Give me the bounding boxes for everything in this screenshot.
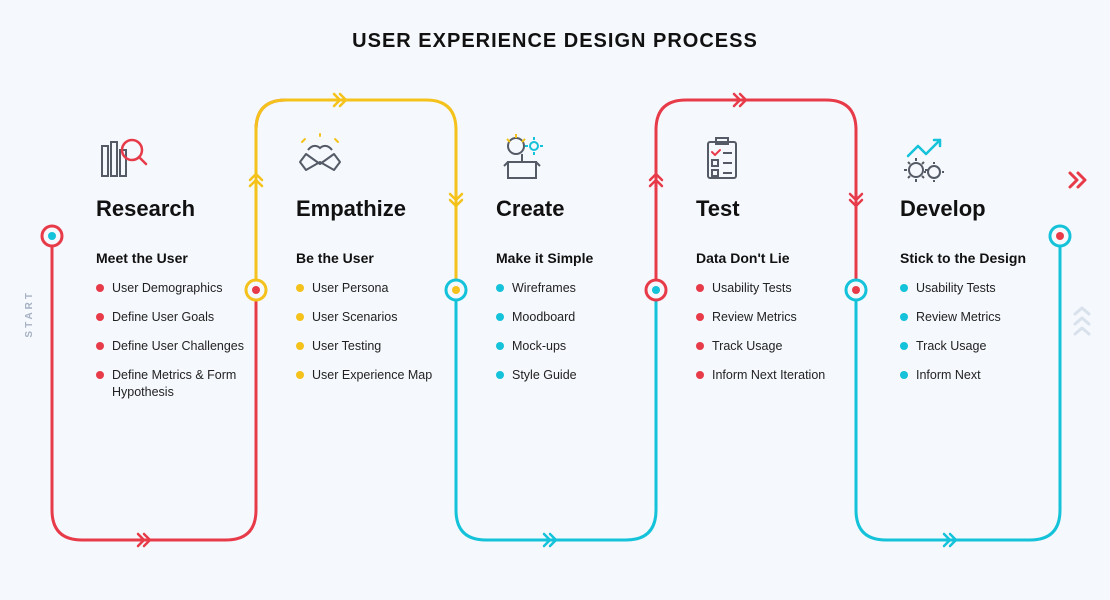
stage-item: Define User Goals	[96, 309, 266, 326]
stage-subheading: Make it Simple	[496, 250, 666, 266]
stage-item: Review Metrics	[696, 309, 866, 326]
stage-heading: Test	[696, 196, 866, 222]
stage-item-list: Usability Tests Review Metrics Track Usage…	[900, 280, 1070, 384]
stage-item: Inform Next	[900, 367, 1070, 384]
stage-test: Test Data Don't Lie Usability Tests Review …	[696, 128, 866, 396]
stage-heading: Develop	[900, 196, 1070, 222]
stage-item: Define Metrics & Form Hypothesis	[96, 367, 266, 401]
stage-item: Track Usage	[696, 338, 866, 355]
stage-item: User Persona	[296, 280, 466, 297]
stage-item: Style Guide	[496, 367, 666, 384]
stage-item: User Testing	[296, 338, 466, 355]
create-icon	[496, 128, 666, 184]
stage-item: Track Usage	[900, 338, 1070, 355]
develop-icon	[900, 128, 1070, 184]
stage-item-list: Wireframes Moodboard Mock-ups Style Guide	[496, 280, 666, 384]
stage-create: Create Make it Simple Wireframes Moodboard M…	[496, 128, 666, 396]
stage-item-list: Usability Tests Review Metrics Track Usage…	[696, 280, 866, 384]
stage-subheading: Stick to the Design	[900, 250, 1070, 266]
empathize-icon	[296, 128, 466, 184]
stage-item-list: User Demographics Define User Goals Define…	[96, 280, 266, 400]
stage-item: Wireframes	[496, 280, 666, 297]
stage-subheading: Meet the User	[96, 250, 266, 266]
stage-item: Usability Tests	[696, 280, 866, 297]
stage-item: User Experience Map	[296, 367, 466, 384]
stage-item: User Scenarios	[296, 309, 466, 326]
stage-heading: Empathize	[296, 196, 466, 222]
stage-item: Usability Tests	[900, 280, 1070, 297]
stage-item: Mock-ups	[496, 338, 666, 355]
stage-heading: Create	[496, 196, 666, 222]
stage-subheading: Data Don't Lie	[696, 250, 866, 266]
research-icon	[96, 128, 266, 184]
test-icon	[696, 128, 866, 184]
stage-item: User Demographics	[96, 280, 266, 297]
stage-item-list: User Persona User Scenarios User Testing Us…	[296, 280, 466, 384]
stage-subheading: Be the User	[296, 250, 466, 266]
stage-heading: Research	[96, 196, 266, 222]
stage-item: Inform Next Iteration	[696, 367, 866, 384]
stage-develop: Develop Stick to the Design Usability Test…	[900, 128, 1070, 396]
stage-research: Research Meet the User User Demographics De…	[96, 128, 266, 412]
stage-item: Review Metrics	[900, 309, 1070, 326]
stage-item: Moodboard	[496, 309, 666, 326]
stage-item: Define User Challenges	[96, 338, 266, 355]
stage-empathize: Empathize Be the User User Persona User Sce…	[296, 128, 466, 396]
